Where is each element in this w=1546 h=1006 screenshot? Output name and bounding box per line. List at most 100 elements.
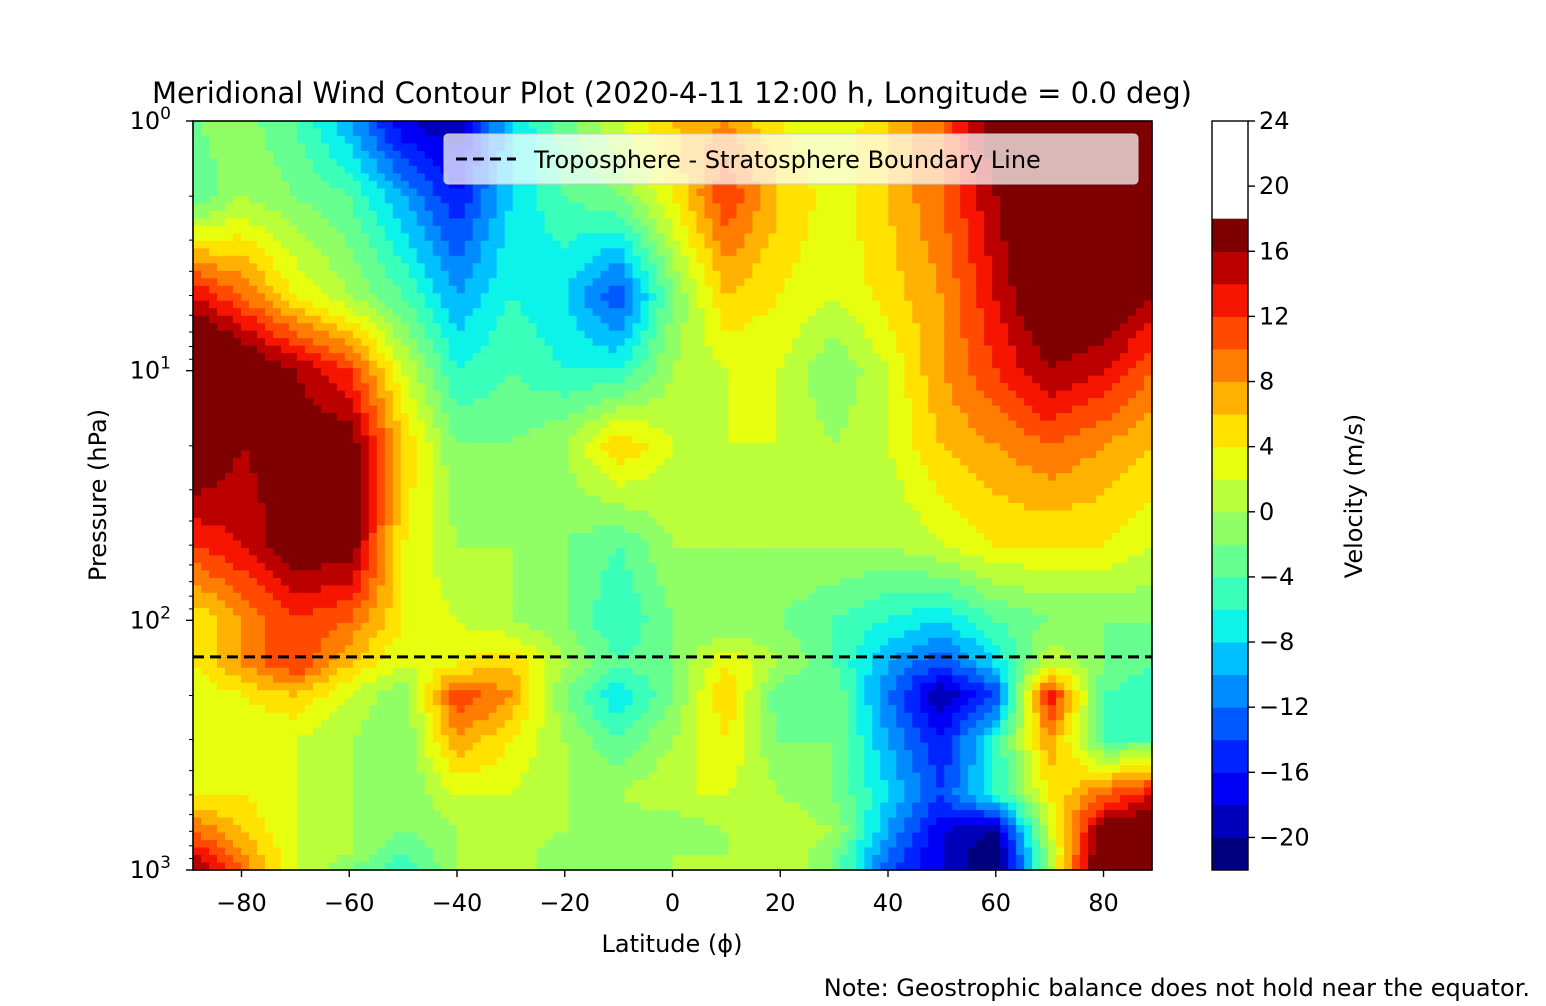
contour-cell	[328, 150, 338, 160]
contour-cell	[856, 315, 865, 324]
contour-cell	[960, 285, 969, 294]
contour-cell	[1040, 195, 1049, 204]
contour-cell	[944, 293, 953, 302]
contour-cell	[712, 248, 722, 257]
contour-cell	[408, 248, 418, 257]
contour-cell	[1040, 375, 1049, 384]
contour-cell	[656, 308, 666, 317]
contour-cell	[728, 233, 738, 242]
contour-cell	[248, 270, 258, 279]
contour-cell	[1104, 180, 1113, 190]
contour-cell	[360, 180, 370, 190]
contour-cell	[1144, 128, 1153, 137]
contour-cell	[528, 330, 538, 339]
contour-cell	[264, 128, 274, 137]
contour-cell	[1072, 240, 1081, 249]
contour-cell	[488, 413, 498, 422]
contour-cell	[680, 210, 690, 219]
contour-cell	[1032, 323, 1041, 332]
contour-cell	[344, 188, 354, 197]
contour-cell	[200, 390, 210, 399]
contour-cell	[456, 330, 466, 339]
contour-cell	[320, 375, 330, 384]
contour-cell	[1008, 323, 1017, 332]
contour-cell	[752, 128, 762, 137]
contour-cell	[496, 345, 506, 354]
contour-cell	[928, 420, 937, 429]
contour-cell	[744, 353, 754, 362]
contour-cell	[288, 405, 298, 414]
contour-cell	[344, 128, 354, 137]
contour-cell	[712, 300, 722, 309]
contour-cell	[840, 345, 849, 354]
contour-cell	[504, 300, 514, 309]
contour-cell	[704, 413, 714, 422]
contour-cell	[1000, 121, 1009, 130]
contour-cell	[416, 330, 426, 339]
contour-cell	[1000, 360, 1009, 369]
contour-field	[193, 121, 1153, 871]
contour-cell	[656, 210, 666, 219]
contour-cell	[376, 203, 386, 212]
contour-cell	[648, 270, 658, 279]
contour-cell	[440, 225, 450, 234]
contour-cell	[304, 248, 314, 257]
contour-cell	[1080, 180, 1089, 190]
contour-cell	[432, 398, 442, 407]
contour-cell	[504, 195, 514, 204]
contour-cell	[344, 218, 354, 227]
contour-cell	[712, 420, 722, 429]
contour-cell	[552, 300, 562, 309]
contour-cell	[256, 398, 266, 407]
contour-cell	[776, 428, 785, 437]
contour-cell	[272, 315, 282, 324]
contour-cell	[528, 398, 538, 407]
contour-cell	[464, 398, 474, 407]
contour-cell	[776, 360, 785, 369]
contour-cell	[512, 278, 522, 287]
contour-cell	[352, 390, 362, 399]
contour-cell	[384, 383, 394, 392]
contour-cell	[193, 225, 202, 234]
contour-cell	[536, 308, 546, 317]
contour-cell	[1144, 413, 1153, 422]
contour-cell	[1072, 390, 1081, 399]
contour-cell	[256, 345, 266, 354]
contour-cell	[920, 360, 929, 369]
contour-cell	[384, 345, 394, 354]
contour-cell	[208, 218, 218, 227]
contour-cell	[584, 398, 594, 407]
contour-cell	[1016, 308, 1025, 317]
contour-cell	[736, 323, 746, 332]
contour-cell	[392, 330, 402, 339]
contour-cell	[824, 360, 833, 369]
contour-cell	[560, 225, 570, 234]
contour-cell	[416, 405, 426, 414]
contour-cell	[232, 143, 242, 152]
contour-cell	[1008, 360, 1017, 369]
contour-cell	[576, 405, 586, 414]
contour-cell	[848, 338, 857, 347]
contour-cell	[1088, 323, 1097, 332]
contour-cell	[1040, 225, 1049, 234]
contour-cell	[704, 368, 714, 377]
contour-cell	[264, 338, 274, 347]
contour-cell	[656, 360, 666, 369]
contour-cell	[432, 128, 442, 137]
contour-cell	[784, 368, 793, 377]
contour-cell	[1120, 188, 1129, 197]
contour-cell	[248, 210, 258, 219]
contour-cell	[600, 315, 610, 324]
contour-cell	[992, 128, 1001, 137]
contour-cell	[512, 308, 522, 317]
contour-cell	[224, 420, 234, 429]
contour-cell	[800, 390, 809, 399]
contour-cell	[1096, 248, 1105, 257]
contour-cell	[968, 233, 977, 242]
contour-cell	[264, 255, 274, 264]
contour-cell	[392, 203, 402, 212]
contour-cell	[264, 218, 274, 227]
contour-cell	[720, 300, 730, 309]
contour-cell	[1088, 398, 1097, 407]
contour-cell	[952, 278, 961, 287]
